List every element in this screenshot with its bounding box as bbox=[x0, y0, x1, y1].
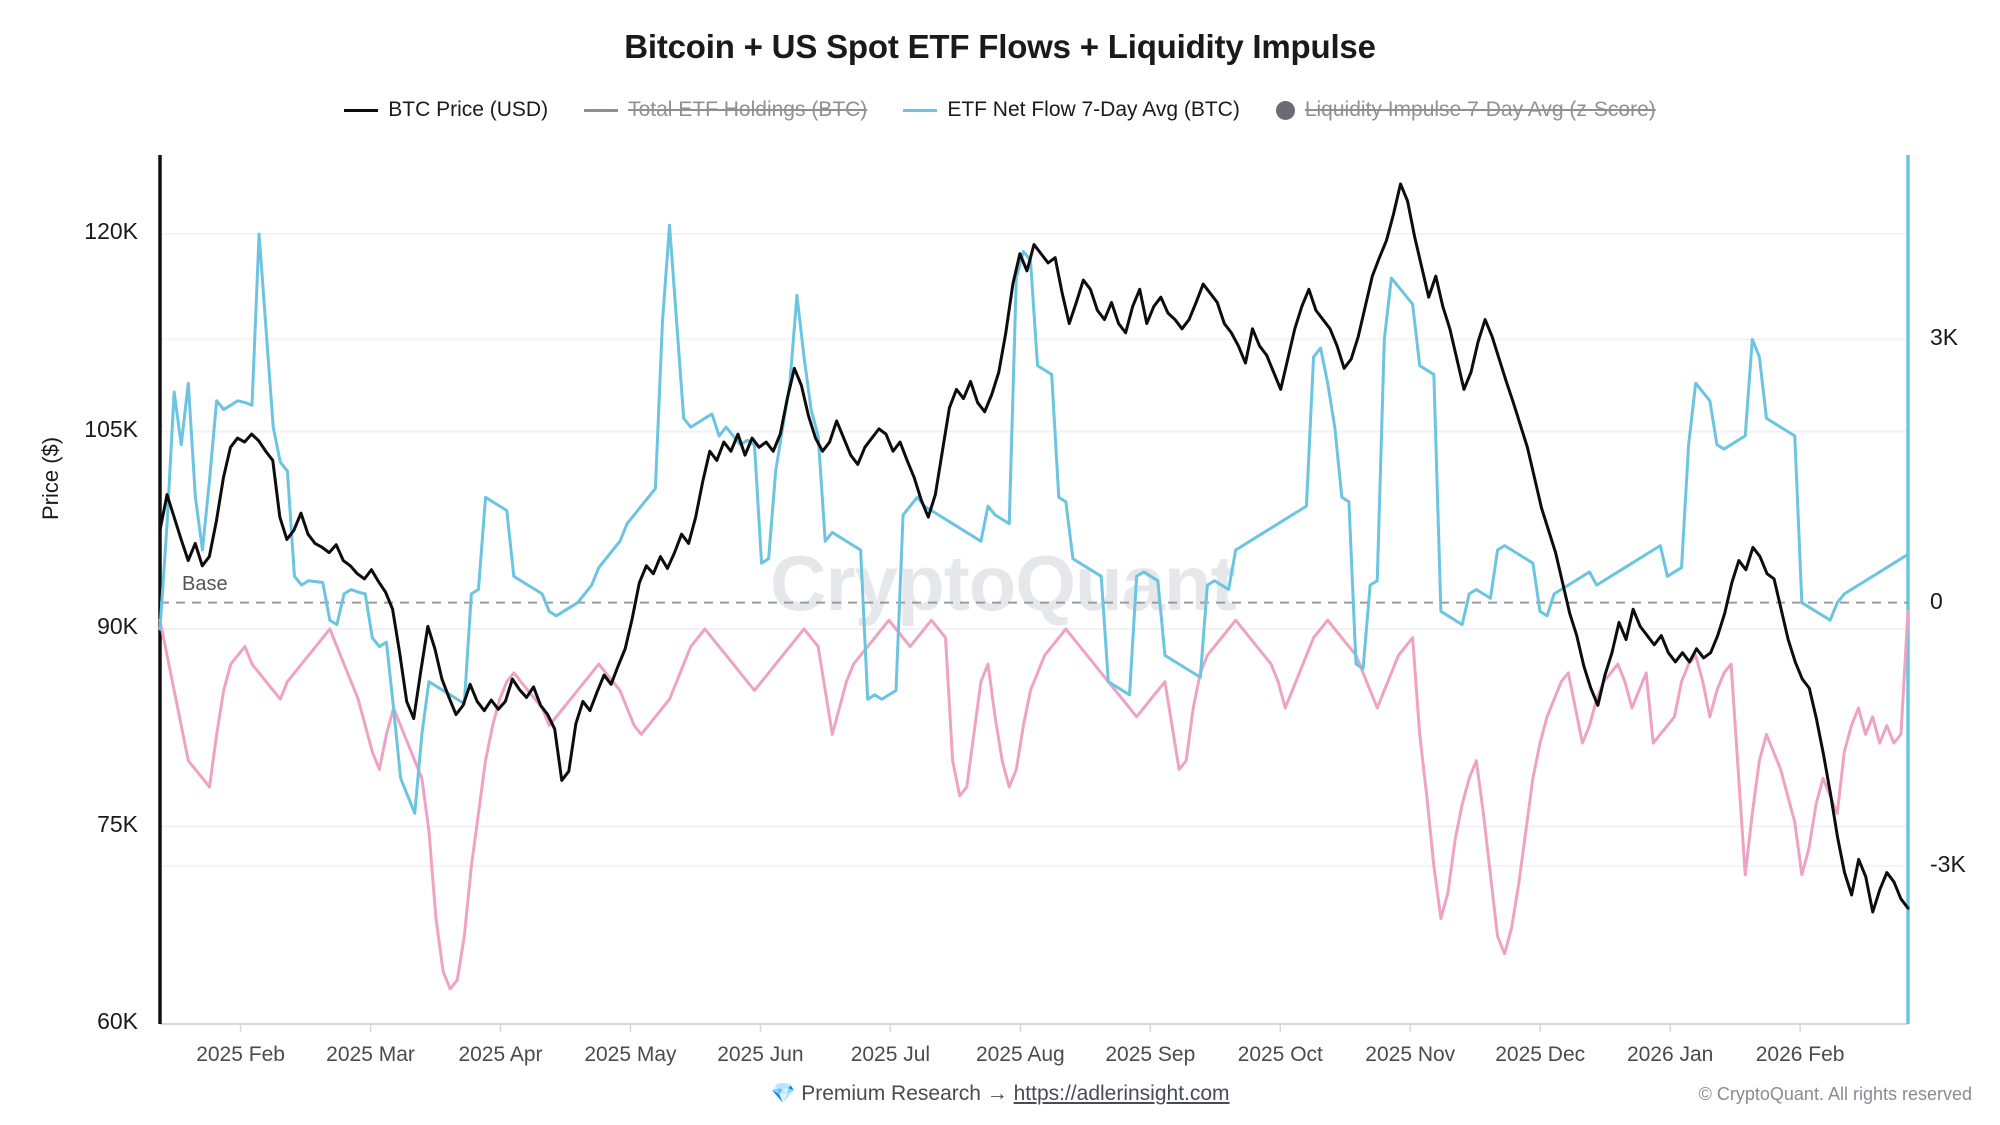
y-axis-left-tick: 75K bbox=[97, 810, 138, 837]
x-axis-tick: 2025 Mar bbox=[326, 1043, 415, 1066]
x-axis-tick: 2025 Aug bbox=[975, 1043, 1065, 1066]
x-axis-tick: 2025 Oct bbox=[1237, 1043, 1323, 1066]
y-axis-left-tick: 105K bbox=[84, 415, 138, 442]
line-swatch-icon bbox=[344, 108, 379, 112]
legend-item-label: ETF Net Flow 7-Day Avg (BTC) bbox=[947, 98, 1240, 121]
x-axis-tick: 2025 Dec bbox=[1495, 1043, 1586, 1066]
footer-premium-text: Premium Research → bbox=[801, 1082, 1008, 1105]
y-axis-right-tick: 0 bbox=[1930, 587, 1943, 614]
legend-item-label: BTC Price (USD) bbox=[388, 98, 549, 121]
legend-item-etf-net-flow[interactable]: ETF Net Flow 7-Day Avg (BTC) bbox=[903, 98, 1240, 122]
y-axis-left-tick: 60K bbox=[97, 1008, 138, 1034]
x-axis-tick: 2025 Nov bbox=[1365, 1043, 1456, 1066]
y-axis-left-tick: 120K bbox=[84, 218, 138, 244]
y-axis-right-tick: 3K bbox=[1930, 324, 1959, 351]
footer-premium-research: 💎 Premium Research → https://adlerinsigh… bbox=[0, 1081, 2000, 1106]
legend-item-btc-price[interactable]: BTC Price (USD) bbox=[344, 98, 548, 122]
dot-swatch-icon bbox=[1275, 100, 1295, 120]
y-axis-title: Price ($) bbox=[38, 436, 63, 520]
page-title: Bitcoin + US Spot ETF Flows + Liquidity … bbox=[624, 28, 1376, 65]
gem-icon: 💎 bbox=[770, 1083, 796, 1105]
x-axis-tick: 2025 Apr bbox=[458, 1043, 543, 1066]
y-axis-right-tick: -3K bbox=[1930, 851, 1966, 877]
legend-item-label: Total ETF Holdings (BTC) bbox=[628, 98, 868, 121]
legend-item-label: Liquidity Impulse 7-Day Avg (z-Score) bbox=[1304, 98, 1656, 121]
footer-link[interactable]: https://adlerinsight.com bbox=[1013, 1082, 1230, 1105]
line-swatch-icon bbox=[903, 108, 938, 112]
y-axis-left-tick: 90K bbox=[97, 613, 138, 639]
chart-legend: BTC Price (USD) Total ETF Holdings (BTC)… bbox=[0, 98, 2000, 122]
x-axis-tick: 2026 Feb bbox=[1755, 1043, 1845, 1066]
x-axis-tick: 2025 Jul bbox=[850, 1043, 931, 1066]
legend-item-liquidity-impulse[interactable]: Liquidity Impulse 7-Day Avg (z-Score) bbox=[1275, 98, 1656, 122]
x-axis-tick: 2025 Feb bbox=[196, 1043, 285, 1066]
x-axis-tick: 2025 May bbox=[584, 1043, 677, 1066]
line-swatch-icon bbox=[584, 108, 619, 112]
footer-copyright: © CryptoQuant. All rights reserved bbox=[1698, 1084, 1972, 1104]
x-axis-tick: 2025 Sep bbox=[1105, 1043, 1196, 1066]
x-axis-tick: 2025 Jun bbox=[717, 1043, 804, 1066]
baseline-annotation: Base bbox=[182, 572, 228, 595]
legend-item-total-etf-holdings[interactable]: Total ETF Holdings (BTC) bbox=[584, 98, 867, 122]
x-axis-tick: 2026 Jan bbox=[1626, 1043, 1714, 1066]
